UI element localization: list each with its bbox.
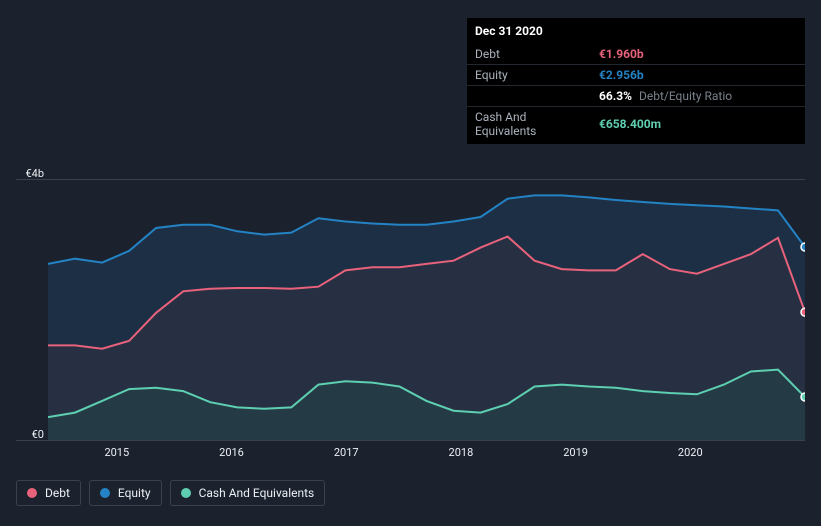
legend-item-equity[interactable]: Equity xyxy=(89,480,162,506)
legend-label: Equity xyxy=(118,486,151,500)
tooltip-label xyxy=(467,86,591,107)
legend-label: Cash And Equivalents xyxy=(199,486,315,500)
tooltip-label: Cash And Equivalents xyxy=(467,107,591,145)
x-tick-label: 2020 xyxy=(678,446,703,459)
tooltip-label: Equity xyxy=(467,65,591,86)
tooltip-date: Dec 31 2020 xyxy=(467,18,805,44)
tooltip-label: Debt xyxy=(467,44,591,65)
end-marker-debt xyxy=(801,308,805,316)
tooltip-value: €658.400m xyxy=(591,107,805,145)
gridline xyxy=(16,440,805,441)
legend-dot-icon xyxy=(181,488,191,498)
x-tick-label: 2016 xyxy=(219,446,244,459)
x-tick-label: 2017 xyxy=(334,446,359,459)
legend: Debt Equity Cash And Equivalents xyxy=(16,480,325,506)
x-tick-label: 2015 xyxy=(104,446,129,459)
end-marker-cash-and-equivalents xyxy=(801,393,805,401)
legend-item-debt[interactable]: Debt xyxy=(16,480,81,506)
end-marker-equity xyxy=(801,243,805,251)
legend-label: Debt xyxy=(45,486,70,500)
tooltip-rows: Debt€1.960bEquity€2.956b66.3% Debt/Equit… xyxy=(467,44,805,144)
legend-dot-icon xyxy=(27,488,37,498)
x-axis: 2015 2016 2017 2018 2019 2020 xyxy=(48,446,805,462)
chart-tooltip: Dec 31 2020 Debt€1.960bEquity€2.956b66.3… xyxy=(467,18,805,144)
legend-item-cash-and-equivalents[interactable]: Cash And Equivalents xyxy=(170,480,326,506)
legend-dot-icon xyxy=(100,488,110,498)
tooltip-value: €1.960b xyxy=(591,44,805,65)
debt-equity-chart: Dec 31 2020 Debt€1.960bEquity€2.956b66.3… xyxy=(0,0,821,526)
x-tick-label: 2018 xyxy=(449,446,474,459)
tooltip-value: 66.3% Debt/Equity Ratio xyxy=(591,86,805,107)
chart-plot xyxy=(48,140,805,440)
tooltip-value: €2.956b xyxy=(591,65,805,86)
x-tick-label: 2019 xyxy=(563,446,588,459)
